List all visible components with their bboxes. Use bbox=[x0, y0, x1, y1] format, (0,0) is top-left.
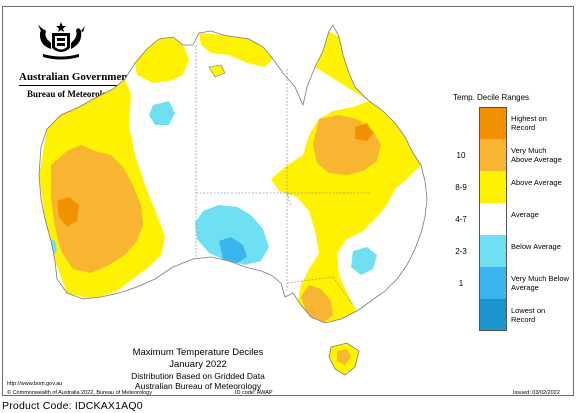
map-source: Australian Bureau of Meteorology bbox=[134, 381, 262, 391]
very-much-below-central-zone bbox=[219, 237, 247, 263]
above-average-kimberley-zone bbox=[135, 37, 189, 83]
government-logo: Australian Government Bureau of Meteorol… bbox=[13, 21, 132, 101]
map-title-block: Maximum Temperature Deciles January 2022… bbox=[93, 347, 303, 391]
mainland-coastline bbox=[38, 24, 428, 324]
id-code: ID code: AWAP bbox=[235, 390, 273, 396]
legend-label: Very Much Above Average bbox=[511, 146, 562, 164]
legend-range-label: 1 bbox=[458, 279, 464, 288]
legend-label: Very Much Below Average bbox=[511, 274, 569, 292]
very-much-above-victoria-zone bbox=[301, 285, 333, 323]
legend-label: Above Average bbox=[511, 178, 562, 187]
logo-divider bbox=[19, 85, 119, 86]
legend-swatch bbox=[479, 107, 507, 139]
legend-swatch bbox=[479, 299, 507, 331]
map-period: January 2022 bbox=[169, 359, 227, 370]
australia-decile-map bbox=[38, 24, 428, 376]
legend: Temp. Decile Ranges Highest on Record 10 V… bbox=[443, 93, 569, 331]
below-average-north-zone bbox=[149, 101, 175, 125]
above-average-east-zone bbox=[271, 31, 421, 323]
legend-range-label: 4-7 bbox=[455, 215, 467, 224]
tiwi-islands bbox=[208, 64, 226, 78]
legend-swatch bbox=[479, 171, 507, 203]
legend-range-label: 10 bbox=[456, 151, 466, 160]
legend-range-label: 2-3 bbox=[455, 247, 467, 256]
map-title: Maximum Temperature Deciles bbox=[132, 347, 264, 358]
legend-swatch bbox=[479, 235, 507, 267]
decile-zones bbox=[39, 25, 427, 323]
legend-swatch bbox=[479, 139, 507, 171]
legend-swatch bbox=[479, 267, 507, 299]
legend-label: Lowest on Record bbox=[511, 306, 546, 324]
legend-range-label: 8-9 bbox=[455, 183, 467, 192]
product-code: Product Code: IDCKAX1AQ0 bbox=[2, 400, 143, 412]
map-method: Distribution Based on Gridded Data bbox=[131, 371, 265, 381]
coat-of-arms-icon bbox=[38, 22, 85, 60]
legend-item: Highest on Record bbox=[443, 107, 568, 139]
legend-label: Highest on Record bbox=[511, 114, 547, 132]
below-average-central-zone bbox=[195, 205, 269, 265]
legend-title: Temp. Decile Ranges bbox=[453, 93, 530, 102]
legend-label: Below Average bbox=[511, 242, 561, 251]
legend-item: 10 Very Much Above Average bbox=[443, 139, 568, 171]
above-average-top-end-zone bbox=[199, 33, 273, 67]
legend-item: 1 Very Much Below Average bbox=[443, 267, 569, 299]
bureau-name: Bureau of Meteorology bbox=[27, 89, 116, 99]
very-much-above-west-zone bbox=[51, 145, 143, 273]
government-name: Australian Government bbox=[19, 71, 132, 83]
map-frame: Australian Government Bureau of Meteorol… bbox=[2, 6, 574, 396]
legend-label: Average bbox=[511, 210, 539, 219]
below-average-nsw-zone bbox=[351, 247, 377, 275]
legend-item: 8-9 Above Average bbox=[443, 171, 568, 203]
legend-item: 4-7 Average bbox=[443, 203, 568, 235]
record-high-queensland-zone bbox=[355, 123, 373, 141]
legend-swatch bbox=[479, 203, 507, 235]
legend-item: Lowest on Record bbox=[443, 299, 568, 331]
state-borders bbox=[195, 45, 371, 306]
legend-item: 2-3 Below Average bbox=[443, 235, 568, 267]
website-url[interactable]: http://www.bom.gov.au bbox=[7, 381, 63, 387]
record-high-west-zone bbox=[57, 197, 79, 227]
footer: © Commonwealth of Australia 2022, Bureau… bbox=[7, 390, 575, 400]
copyright-text: © Commonwealth of Australia 2022, Bureau… bbox=[7, 390, 152, 396]
tasmania-very-much-above-zone bbox=[337, 349, 351, 365]
issued-date: Issued: 03/02/2022 bbox=[513, 390, 560, 396]
